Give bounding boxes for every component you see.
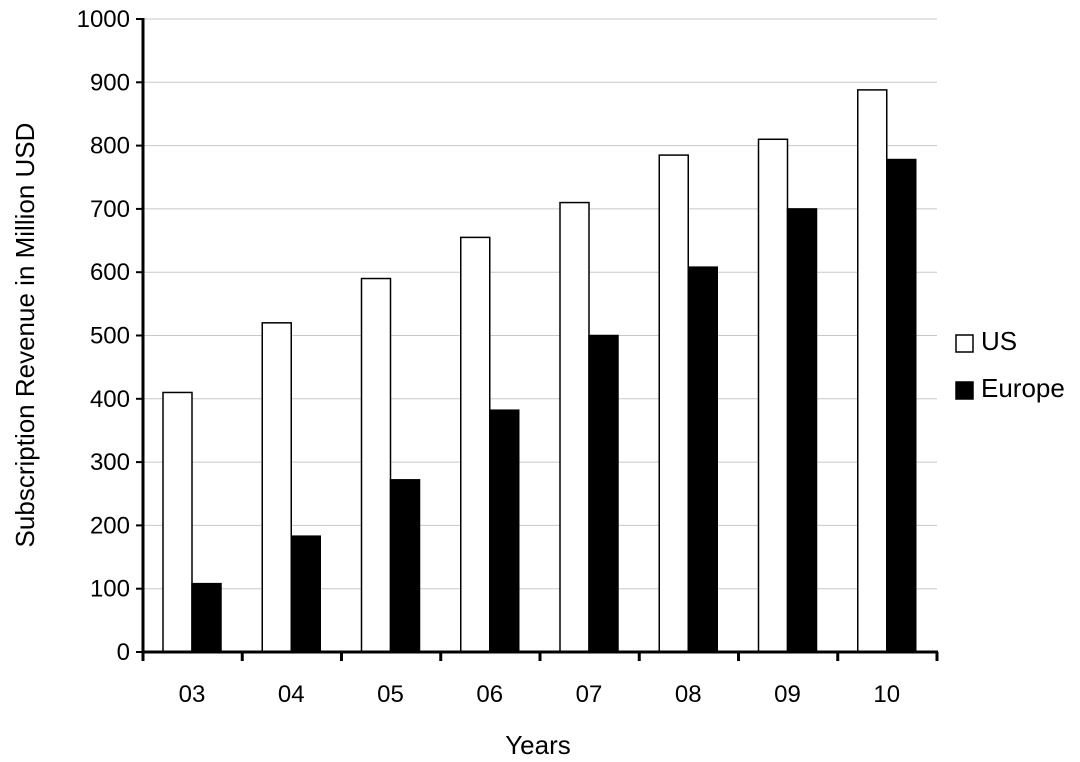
y-tick-label: 0 <box>117 639 130 666</box>
bar-europe-03 <box>191 582 222 653</box>
bar-us-05 <box>360 277 392 653</box>
bar-us-04 <box>261 322 292 653</box>
bar-europe-06 <box>489 409 520 653</box>
legend-label-us: US <box>981 326 1017 356</box>
y-tick-label: 900 <box>90 69 130 96</box>
bar-europe-05 <box>389 479 421 653</box>
y-tick-label: 400 <box>90 386 130 413</box>
x-tick-label: 08 <box>675 681 702 708</box>
bar-europe-07 <box>588 334 619 653</box>
legend: US Europe <box>955 326 1065 403</box>
x-tick-label: 05 <box>377 681 404 708</box>
bar-europe-08 <box>687 266 718 653</box>
axes <box>136 18 939 661</box>
y-tick-label: 700 <box>90 196 130 223</box>
y-tick-label: 600 <box>90 259 130 286</box>
bars <box>162 89 917 653</box>
tick-labels: 0 100 200 300 400 500 600 700 800 900 1000 03 04 05 06… <box>77 6 900 708</box>
y-tick-label: 100 <box>90 576 130 603</box>
bar-us-06 <box>460 236 491 653</box>
x-axis-title: Years <box>505 730 571 760</box>
y-tick-label: 800 <box>90 133 130 160</box>
bar-us-10 <box>857 89 888 653</box>
x-tick-label: 07 <box>576 681 603 708</box>
bar-us-07 <box>559 201 590 653</box>
y-tick-label: 200 <box>90 512 130 539</box>
bar-us-08 <box>658 154 689 653</box>
bar-europe-04 <box>290 535 321 653</box>
x-tick-label: 04 <box>278 681 305 708</box>
x-tick-label: 06 <box>476 681 503 708</box>
y-axis-title: Subscription Revenue in Million USD <box>10 123 40 548</box>
x-tick-label: 10 <box>873 681 900 708</box>
bar-us-03 <box>162 391 193 653</box>
bar-europe-09 <box>786 208 818 653</box>
y-tick-label: 300 <box>90 449 130 476</box>
legend-swatch-us <box>955 334 974 353</box>
legend-label-europe: Europe <box>981 373 1065 403</box>
y-tick-label: 1000 <box>77 6 130 33</box>
y-tick-label: 500 <box>90 323 130 350</box>
x-tick-label: 09 <box>774 681 801 708</box>
bar-europe-10 <box>886 158 917 653</box>
x-tick-label: 03 <box>179 681 206 708</box>
bar-us-09 <box>757 138 789 653</box>
legend-swatch-europe <box>955 381 974 400</box>
